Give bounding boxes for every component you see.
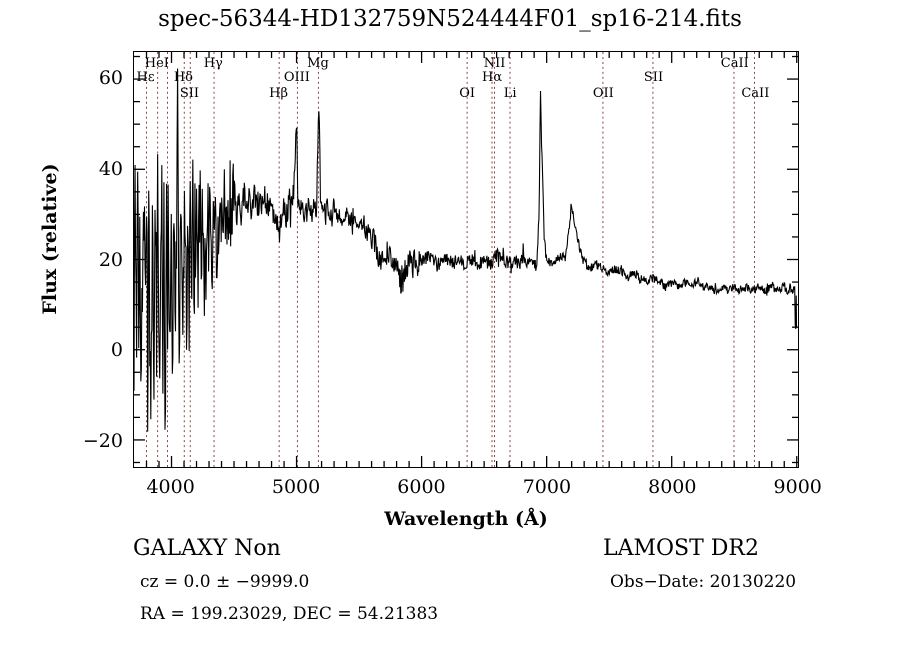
- y-axis-title: Flux (relative): [39, 163, 61, 315]
- spectral-line-label: CaII: [741, 86, 770, 101]
- spectral-line-label: OI: [459, 86, 476, 101]
- spectrum-trace: [134, 68, 798, 432]
- y-tick-label: 0: [110, 339, 123, 362]
- x-tick-label: 7000: [522, 476, 572, 498]
- spectral-line-label: OII: [592, 86, 614, 101]
- spectral-line-label: SII: [643, 70, 664, 85]
- y-tick-label: −20: [82, 429, 123, 452]
- spectral-line-label: Hγ: [203, 56, 223, 71]
- axis-ticks: [134, 52, 798, 467]
- x-tick-label: 8000: [648, 476, 697, 498]
- x-tick-label: 9000: [773, 476, 822, 498]
- y-tick-label: 60: [98, 67, 123, 90]
- x-axis-title: Wavelength (Å): [384, 508, 548, 530]
- survey-name: LAMOST DR2: [603, 536, 759, 561]
- spectral-line-label: Hβ: [269, 86, 289, 101]
- spectral-line-label: Mg: [307, 56, 329, 71]
- plot-area: [134, 52, 798, 467]
- y-tick-label: 20: [98, 248, 123, 271]
- spectral-line-label: CaII: [720, 56, 749, 71]
- x-tick-label: 6000: [397, 476, 446, 498]
- spectral-line-label: Hα: [482, 70, 503, 85]
- coordinates: RA = 199.23029, DEC = 54.21383: [140, 604, 439, 624]
- spectral-line-label: OIII: [283, 70, 310, 85]
- spectral-line-label: Hε: [136, 70, 155, 85]
- page-title: spec-56344-HD132759N524444F01_sp16-214.f…: [158, 6, 742, 32]
- spectral-line-label: HeI: [144, 56, 169, 71]
- observation-date: Obs−Date: 20130220: [610, 572, 797, 592]
- spectral-line-label: NII: [483, 56, 506, 71]
- spectral-line-label: Li: [503, 86, 517, 101]
- object-class: GALAXY Non: [133, 536, 281, 561]
- x-tick-label: 5000: [271, 476, 321, 498]
- redshift-value: cz = 0.0 ± −9999.0: [140, 572, 310, 592]
- plot-frame: [133, 51, 799, 468]
- spectral-line-label: SII: [179, 86, 200, 101]
- spectral-line-label: Hδ: [173, 70, 193, 85]
- y-tick-label: 40: [98, 157, 123, 180]
- x-tick-label: 4000: [146, 476, 195, 498]
